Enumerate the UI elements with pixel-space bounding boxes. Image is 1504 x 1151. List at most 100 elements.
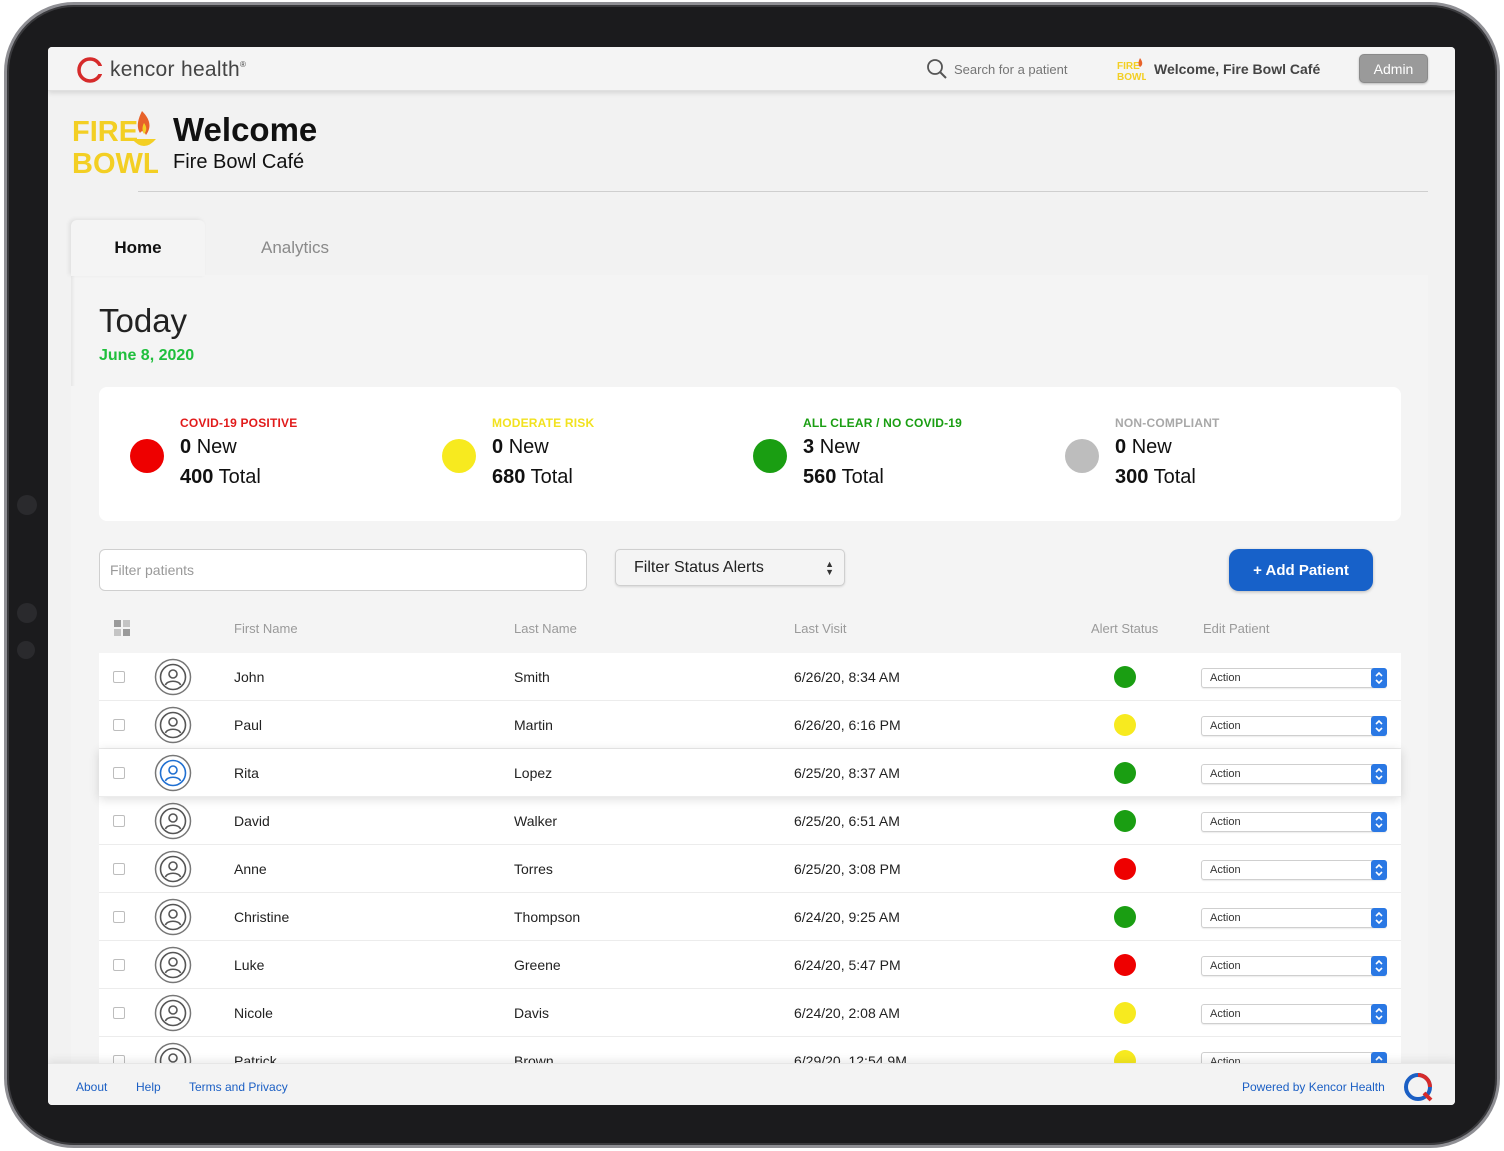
alert-status-dot xyxy=(1114,714,1136,736)
patient-search[interactable] xyxy=(926,58,1094,80)
row-checkbox[interactable] xyxy=(113,671,125,683)
last-visit-cell: 6/24/20, 2:08 AM xyxy=(794,1005,900,1021)
last-visit-cell: 6/24/20, 5:47 PM xyxy=(794,957,901,973)
avatar-icon xyxy=(154,850,192,888)
table-row[interactable]: David Walker 6/25/20, 6:51 AM Action xyxy=(99,797,1401,845)
last-name-cell: Greene xyxy=(514,957,561,973)
svg-text:BOWL: BOWL xyxy=(1117,72,1146,82)
alert-status-dot xyxy=(1114,954,1136,976)
stat-new: 3 New xyxy=(803,436,860,458)
avatar-icon xyxy=(154,994,192,1032)
svg-text:FIRE: FIRE xyxy=(72,116,138,148)
select-arrows-icon xyxy=(1371,956,1387,976)
action-label: Action xyxy=(1210,672,1241,684)
stat-new: 0 New xyxy=(180,436,237,458)
avatar-icon xyxy=(154,898,192,936)
last-name-cell: Smith xyxy=(514,669,550,685)
side-button xyxy=(17,495,37,515)
col-first-name[interactable]: First Name xyxy=(234,621,298,636)
page-subtitle: Fire Bowl Café xyxy=(173,151,305,173)
action-select[interactable]: Action xyxy=(1201,1004,1387,1024)
table-row[interactable]: Rita Lopez 6/25/20, 8:37 AM Action xyxy=(99,749,1401,797)
last-visit-cell: 6/26/20, 8:34 AM xyxy=(794,669,900,685)
action-label: Action xyxy=(1210,912,1241,924)
powered-by-link[interactable]: Powered by Kencor Health xyxy=(1242,1080,1385,1094)
action-select[interactable]: Action xyxy=(1201,668,1387,688)
select-arrows-icon xyxy=(1371,716,1387,736)
col-last-visit[interactable]: Last Visit xyxy=(794,621,847,636)
first-name-cell: Nicole xyxy=(234,1005,273,1021)
col-last-name[interactable]: Last Name xyxy=(514,621,577,636)
col-edit-patient: Edit Patient xyxy=(1203,621,1270,636)
action-label: Action xyxy=(1210,960,1241,972)
terms-link[interactable]: Terms and Privacy xyxy=(189,1080,288,1094)
last-name-cell: Martin xyxy=(514,717,553,733)
kencor-badge-icon xyxy=(1404,1073,1433,1102)
top-bar: kencor health® FIRE BOWL Welcome, Fire B… xyxy=(48,47,1455,91)
row-checkbox[interactable] xyxy=(113,767,125,779)
select-arrows-icon: ▲ ▼ xyxy=(825,559,834,577)
brand[interactable]: kencor health® xyxy=(76,56,246,84)
action-select[interactable]: Action xyxy=(1201,908,1387,928)
last-name-cell: Torres xyxy=(514,861,553,877)
select-arrows-icon xyxy=(1371,908,1387,928)
help-link[interactable]: Help xyxy=(136,1080,161,1094)
table-row[interactable]: Nicole Davis 6/24/20, 2:08 AM Action xyxy=(99,989,1401,1037)
search-icon xyxy=(927,59,947,79)
row-checkbox[interactable] xyxy=(113,959,125,971)
table-row[interactable]: Anne Torres 6/25/20, 3:08 PM Action xyxy=(99,845,1401,893)
side-button xyxy=(17,641,35,659)
stat-label: NON-COMPLIANT xyxy=(1115,416,1220,430)
action-select[interactable]: Action xyxy=(1201,716,1387,736)
panel-shadow xyxy=(71,276,75,386)
row-checkbox[interactable] xyxy=(113,1007,125,1019)
action-select[interactable]: Action xyxy=(1201,956,1387,976)
select-arrows-icon xyxy=(1371,668,1387,688)
table-row[interactable]: Paul Martin 6/26/20, 6:16 PM Action xyxy=(99,701,1401,749)
action-select[interactable]: Action xyxy=(1201,812,1387,832)
alert-status-dot xyxy=(1114,906,1136,928)
select-arrows-icon xyxy=(1371,812,1387,832)
filter-status-select[interactable]: Filter Status Alerts ▲ ▼ xyxy=(615,549,845,586)
row-checkbox[interactable] xyxy=(113,911,125,923)
search-input[interactable] xyxy=(954,61,1094,77)
select-arrows-icon xyxy=(1371,764,1387,784)
alert-status-dot xyxy=(1114,810,1136,832)
stat-label: COVID-19 POSITIVE xyxy=(180,416,298,430)
tab-analytics[interactable]: Analytics xyxy=(260,238,330,257)
fire-bowl-logo-icon: FIRE BOWL xyxy=(72,111,158,179)
welcome-header: FIRE BOWL Welcome Fire Bowl Café xyxy=(70,105,1430,193)
table-row[interactable]: Luke Greene 6/24/20, 5:47 PM Action xyxy=(99,941,1401,989)
grid-view-icon[interactable] xyxy=(114,620,130,636)
col-alert-status[interactable]: Alert Status xyxy=(1091,621,1159,636)
admin-button[interactable]: Admin xyxy=(1359,54,1428,83)
action-select[interactable]: Action xyxy=(1201,860,1387,880)
fire-bowl-logo-icon: FIRE BOWL xyxy=(1117,58,1146,82)
stat-all-clear[interactable]: ALL CLEAR / NO COVID-19 3 New 560 Total xyxy=(722,387,1034,521)
stat-label: MODERATE RISK xyxy=(492,416,595,430)
welcome-text: Welcome, Fire Bowl Café xyxy=(1154,61,1321,77)
footer: About Help Terms and Privacy Powered by … xyxy=(48,1063,1455,1105)
status-dot xyxy=(442,439,476,473)
action-label: Action xyxy=(1210,816,1241,828)
patient-table: John Smith 6/26/20, 8:34 AM Action Paul Marti… xyxy=(99,653,1401,1085)
select-arrows-icon xyxy=(1371,1004,1387,1024)
tab-home[interactable]: Home xyxy=(71,220,205,276)
row-checkbox[interactable] xyxy=(113,719,125,731)
row-checkbox[interactable] xyxy=(113,815,125,827)
last-name-cell: Walker xyxy=(514,813,558,829)
svg-text:BOWL: BOWL xyxy=(72,148,158,179)
stat-moderate-risk[interactable]: MODERATE RISK 0 New 680 Total xyxy=(411,387,723,521)
about-link[interactable]: About xyxy=(76,1080,108,1094)
side-button xyxy=(17,603,37,623)
stat-label: ALL CLEAR / NO COVID-19 xyxy=(803,416,963,430)
stat-covid-positive[interactable]: COVID-19 POSITIVE 0 New 400 Total xyxy=(99,387,411,521)
row-checkbox[interactable] xyxy=(113,863,125,875)
filter-patients-input[interactable] xyxy=(99,549,587,591)
stat-non-compliant[interactable]: NON-COMPLIANT 0 New 300 Total xyxy=(1034,387,1346,521)
add-patient-button[interactable]: + Add Patient xyxy=(1229,549,1373,591)
table-row[interactable]: John Smith 6/26/20, 8:34 AM Action xyxy=(99,653,1401,701)
stat-new: 0 New xyxy=(1115,436,1172,458)
table-row[interactable]: Christine Thompson 6/24/20, 9:25 AM Action xyxy=(99,893,1401,941)
action-select[interactable]: Action xyxy=(1201,764,1387,784)
